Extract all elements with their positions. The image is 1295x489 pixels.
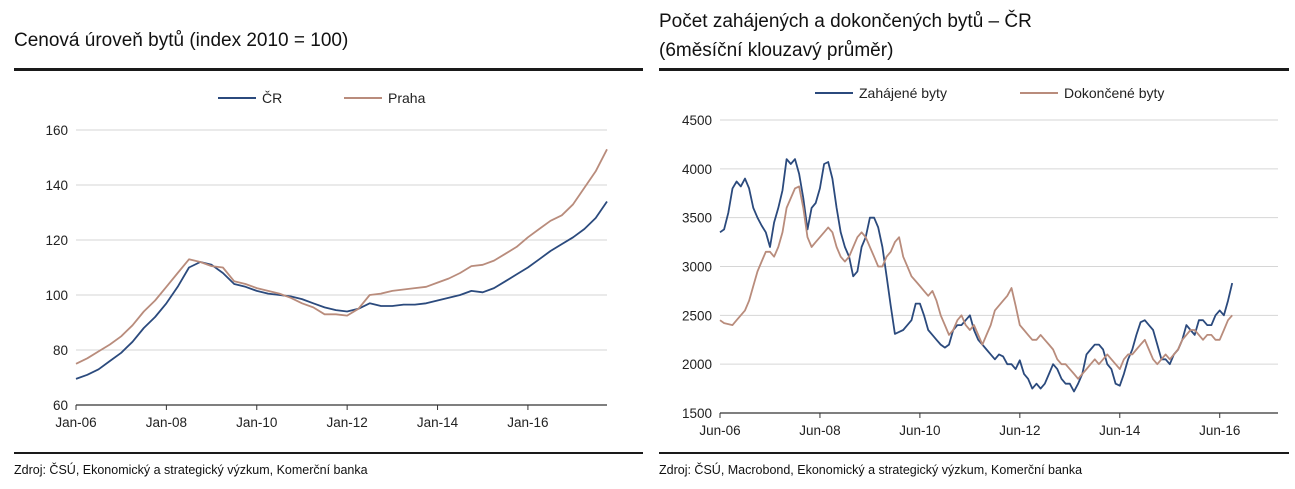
y-tick-label: 4500: [682, 113, 712, 128]
series-line-cr: [75, 200, 608, 380]
y-tick-label: 160: [45, 123, 68, 138]
right-source-rule: [659, 452, 1289, 454]
x-tick-label: Jan-10: [236, 415, 277, 430]
y-tick-label: 140: [45, 178, 68, 193]
y-tick-label: 80: [53, 343, 68, 358]
y-tick-label: 1500: [682, 406, 712, 421]
series-line-praha: [75, 148, 608, 365]
series-line-praha: [719, 185, 1233, 380]
x-tick-label: Jun-16: [1199, 423, 1240, 438]
y-tick-label: 60: [53, 398, 68, 413]
left-title-rule: [14, 68, 643, 71]
left-source-rule: [14, 452, 643, 454]
legend-label: Praha: [388, 90, 426, 106]
x-tick-label: Jun-08: [799, 423, 840, 438]
left-chart-panel: Cenová úroveň bytů (index 2010 = 100) 60…: [0, 0, 645, 489]
left-chart: 60 80 100 120 140 160 Jan-06 Jan-08 Jan-10 Jan-12…: [45, 90, 608, 430]
left-chart-source: Zdroj: ČSÚ, Ekonomický a strategický výz…: [14, 463, 368, 477]
y-tick-label: 3500: [682, 211, 712, 226]
x-tick-label: Jun-06: [699, 423, 740, 438]
legend-label: Zahájené byty: [859, 85, 947, 101]
y-tick-label: 2500: [682, 308, 712, 323]
right-chart-panel: Počet zahájených a dokončených bytů – ČR…: [657, 0, 1295, 489]
x-tick-label: Jan-06: [55, 415, 96, 430]
y-tick-label: 100: [45, 288, 68, 303]
y-tick-label: 2000: [682, 357, 712, 372]
legend-label: Dokončené byty: [1064, 85, 1164, 101]
x-tick-label: Jun-12: [999, 423, 1040, 438]
x-tick-label: Jun-10: [899, 423, 940, 438]
right-chart: 1500 2000 2500 3000 3500 4000 4500 Jun-06 Jun-08…: [682, 85, 1278, 438]
right-title-rule: [659, 68, 1289, 71]
x-tick-label: Jan-14: [417, 415, 459, 430]
x-tick-label: Jan-08: [146, 415, 187, 430]
right-chart-title-line1: Počet zahájených a dokončených bytů – ČR: [659, 11, 1032, 32]
legend-label: ČR: [262, 90, 282, 106]
x-tick-label: Jun-14: [1099, 423, 1141, 438]
series-line-cr: [719, 158, 1234, 393]
left-chart-title: Cenová úroveň bytů (index 2010 = 100): [14, 30, 349, 51]
right-chart-source: Zdroj: ČSÚ, Macrobond, Ekonomický a stra…: [659, 463, 1083, 477]
y-tick-label: 4000: [682, 162, 712, 177]
x-tick-label: Jan-16: [507, 415, 548, 430]
y-tick-label: 120: [45, 233, 68, 248]
right-chart-title-line2: (6měsíční klouzavý průměr): [659, 40, 894, 61]
x-tick-label: Jan-12: [327, 415, 368, 430]
y-tick-label: 3000: [682, 260, 712, 275]
